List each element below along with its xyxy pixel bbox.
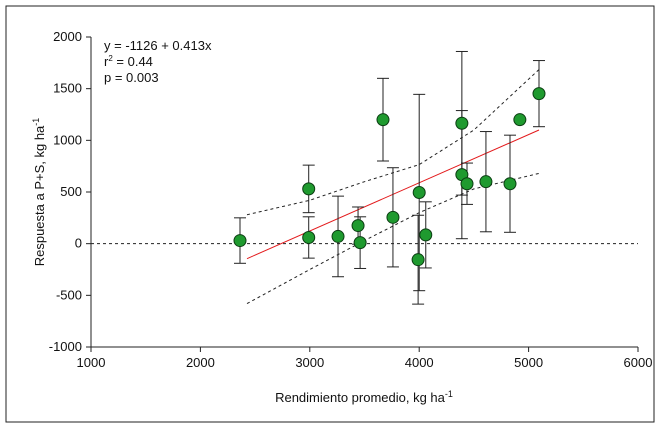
r2-r: r [104, 54, 109, 69]
point [412, 186, 426, 200]
point [479, 175, 493, 189]
point [233, 234, 247, 248]
point [503, 177, 517, 191]
x-tick-label: 2000 [186, 355, 215, 370]
x-label-text: Rendimiento promedio, kg ha [275, 390, 446, 405]
annotation-equation: y = -1126 + 0.413x [104, 38, 212, 53]
point [513, 113, 527, 127]
point [302, 230, 316, 244]
point [455, 116, 469, 130]
y-axis-label: Respuesta a P+S, kg ha-1 [31, 118, 47, 267]
x-label-sup: -1 [445, 389, 453, 399]
x-tick-label: 6000 [624, 355, 653, 370]
point [532, 87, 546, 101]
y-tick-label: -1000 [49, 339, 82, 354]
x-tick-label: 4000 [405, 355, 434, 370]
y-tick-label: 1000 [53, 132, 82, 147]
point [351, 219, 365, 233]
annotation-p: p = 0.003 [104, 70, 159, 85]
annotation-r2: r2 = 0.44 [104, 54, 153, 69]
y-label-sup: -1 [31, 118, 41, 126]
x-tick-label: 1000 [77, 355, 106, 370]
point [302, 182, 316, 196]
r2-value: = 0.44 [113, 54, 153, 69]
y-tick-label: 1500 [53, 81, 82, 96]
point [376, 113, 390, 127]
point [460, 177, 474, 191]
y-label-text: Respuesta a P+S, kg ha [32, 125, 47, 266]
point [419, 228, 433, 242]
point [411, 253, 425, 267]
frame [5, 5, 655, 423]
y-tick-label: 500 [60, 184, 82, 199]
point [353, 236, 367, 250]
y-tick-label: 2000 [53, 29, 82, 44]
point [331, 229, 345, 243]
r2-sup: 2 [108, 54, 113, 63]
x-axis-label: Rendimiento promedio, kg ha-1 [275, 389, 453, 405]
x-tick-label: 5000 [514, 355, 543, 370]
x-tick-label: 3000 [295, 355, 324, 370]
point [386, 210, 400, 224]
y-tick-label: -500 [56, 287, 82, 302]
confidence-band-upper [246, 69, 540, 216]
y-tick-label: 0 [75, 236, 82, 251]
